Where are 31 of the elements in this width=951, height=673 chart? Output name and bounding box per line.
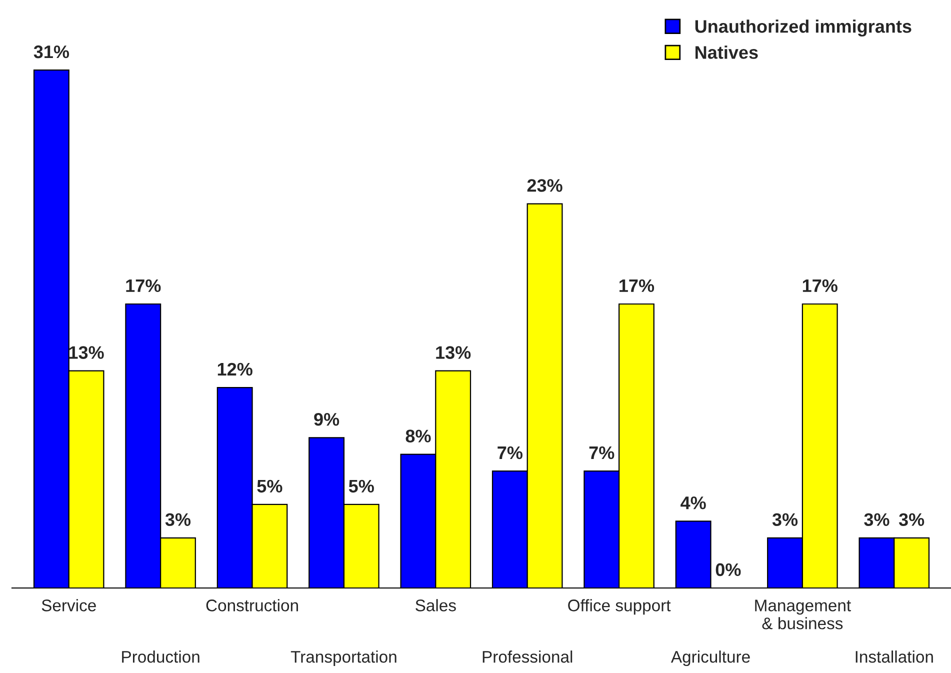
- data-label: 31%: [34, 45, 70, 58]
- data-label: 3%: [898, 513, 924, 526]
- data-label: 3%: [165, 513, 191, 526]
- x-tick-label: Professional: [482, 650, 572, 663]
- data-label: 5%: [348, 480, 374, 493]
- data-label: 3%: [772, 513, 798, 526]
- data-label: 3%: [864, 513, 890, 526]
- x-tick-label: Sales: [416, 599, 456, 612]
- data-label: 12%: [218, 362, 252, 376]
- data-label: 8%: [406, 430, 431, 442]
- x-tick-label: Installation: [856, 650, 933, 663]
- x-tick-label: Construction: [206, 599, 298, 612]
- data-label: 13%: [436, 346, 471, 359]
- x-tick-label: Production: [122, 650, 200, 663]
- legend-label: Natives: [696, 46, 758, 59]
- data-label: 4%: [680, 496, 706, 510]
- legend-label: Unauthorized immigrants: [695, 20, 912, 36]
- x-tick-label: Management & business: [755, 600, 851, 630]
- x-tick-label: Agriculture: [670, 650, 750, 666]
- data-label: 17%: [802, 279, 838, 292]
- data-label: 17%: [126, 279, 161, 292]
- x-tick-label: Transportation: [290, 650, 396, 666]
- data-label: 23%: [527, 179, 562, 192]
- data-label: 9%: [314, 412, 340, 426]
- data-label: 17%: [620, 279, 654, 292]
- data-label: 7%: [589, 446, 614, 460]
- x-tick-label: Service: [42, 599, 96, 612]
- data-label: 0%: [716, 563, 741, 576]
- data-label: 5%: [257, 480, 282, 493]
- x-tick-label: Office support: [568, 599, 671, 615]
- data-label: 7%: [498, 446, 522, 460]
